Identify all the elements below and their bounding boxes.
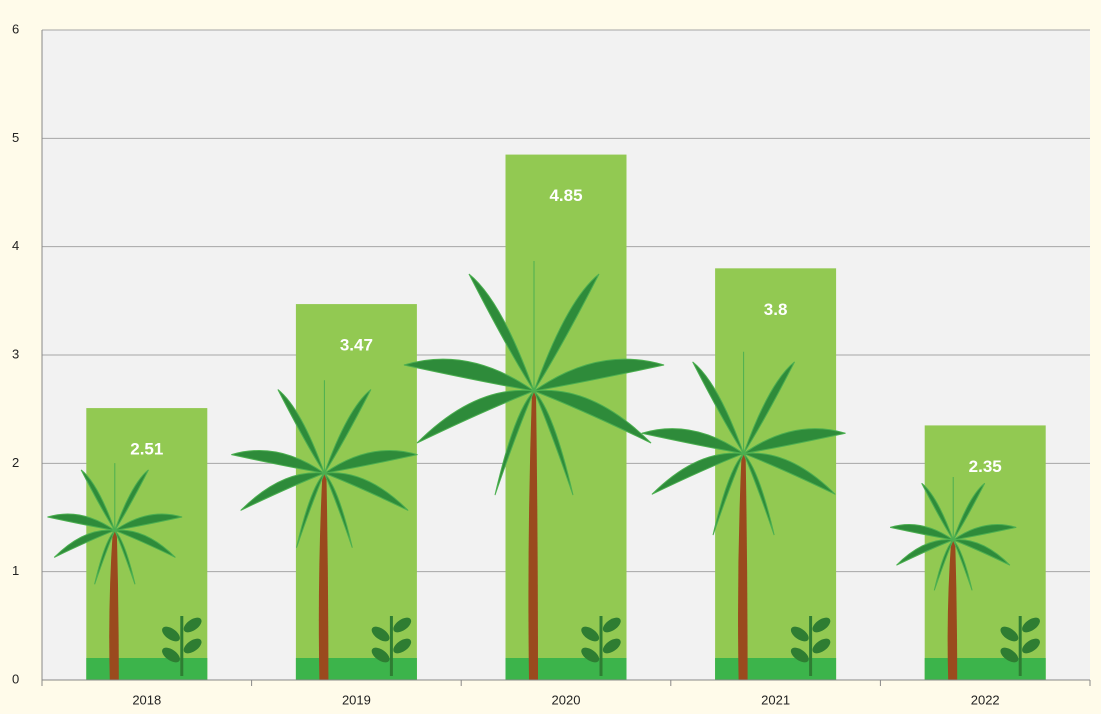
- sprout-leaf: [371, 626, 390, 642]
- sprout-leaf: [812, 617, 831, 633]
- sprout-leaf: [1000, 626, 1019, 642]
- y-tick-label: 4: [12, 238, 19, 253]
- palm-frond: [952, 524, 1017, 541]
- palm-frond: [953, 539, 1011, 566]
- palm-frond: [651, 452, 744, 495]
- x-tick-label: 2018: [132, 692, 161, 707]
- value-label: 2.35: [969, 457, 1002, 476]
- sprout-leaf: [1022, 638, 1040, 654]
- palm-frond: [323, 389, 372, 474]
- palm-frond: [468, 273, 535, 392]
- value-label: 4.85: [549, 186, 582, 205]
- sprout-leaf: [812, 638, 831, 654]
- grass: [86, 658, 208, 680]
- palm-tree: [231, 380, 418, 680]
- y-tick-label: 6: [12, 21, 19, 36]
- palm-frond: [896, 539, 954, 566]
- palm-frond: [533, 273, 600, 392]
- palm-frond: [114, 529, 176, 558]
- sprout-leaf: [393, 617, 412, 633]
- palm-frond: [933, 539, 954, 591]
- palm-frond: [533, 358, 665, 392]
- palm-frond: [743, 361, 795, 454]
- palm-frond: [231, 449, 325, 474]
- sprout-leaf: [371, 647, 390, 663]
- palm-trunk: [947, 539, 958, 680]
- palm-frond: [403, 358, 535, 392]
- value-label: 3.8: [764, 300, 788, 319]
- y-tick-label: 0: [12, 671, 19, 686]
- palm-frond: [53, 529, 115, 558]
- palm-tree: [641, 351, 846, 680]
- value-label: 2.51: [130, 440, 163, 459]
- palm-tree: [890, 476, 1017, 680]
- palm-frond: [712, 453, 745, 536]
- sprout-leaf: [602, 617, 621, 633]
- palm-frond: [494, 390, 535, 496]
- palm-frond: [641, 428, 744, 455]
- x-tick-label: 2021: [761, 692, 790, 707]
- palm-frond: [277, 389, 325, 474]
- sprout-leaf: [183, 638, 202, 654]
- palm-frond: [80, 469, 116, 531]
- palm-frond: [921, 482, 954, 541]
- sprout-leaf: [1000, 647, 1019, 663]
- palm-frond: [952, 482, 986, 541]
- y-tick-label: 1: [12, 563, 19, 578]
- value-label: 3.47: [340, 336, 373, 355]
- palm-trunk: [738, 453, 748, 680]
- grass: [505, 658, 627, 680]
- palm-frond: [952, 539, 973, 591]
- x-tick-label: 2019: [342, 692, 371, 707]
- palm-frond: [890, 524, 954, 541]
- palm-frond: [416, 389, 535, 444]
- palm-frond: [324, 472, 409, 511]
- palm-frond: [743, 452, 836, 495]
- palm-trunk: [318, 473, 329, 680]
- palm-tree: [47, 463, 183, 680]
- palm-frond: [296, 472, 325, 548]
- y-tick-label: 3: [12, 346, 19, 361]
- palm-trunk: [528, 391, 538, 680]
- sprout-leaf: [162, 647, 180, 663]
- sprout-leaf: [790, 647, 809, 663]
- palm-frond: [47, 513, 116, 531]
- sprout-leaf: [602, 638, 621, 654]
- grass: [924, 658, 1046, 680]
- palm-frond: [114, 530, 136, 585]
- sprout-leaf: [162, 626, 180, 642]
- sprout-leaf: [183, 617, 202, 633]
- sprout-leaf: [393, 638, 412, 654]
- palm-frond: [114, 513, 183, 531]
- palm-trunk: [109, 530, 119, 680]
- grass: [715, 658, 837, 680]
- x-tick-label: 2020: [552, 692, 581, 707]
- palm-frond: [743, 453, 775, 536]
- x-tick-label: 2022: [971, 692, 1000, 707]
- sprout-leaf: [1022, 617, 1040, 633]
- y-tick-label: 2: [12, 455, 19, 470]
- sprout-leaf: [790, 626, 809, 642]
- palm-frond: [533, 390, 574, 496]
- sprout-leaf: [581, 647, 600, 663]
- palm-frond: [240, 472, 325, 511]
- grass: [295, 658, 417, 680]
- palm-frond: [743, 428, 846, 455]
- palm-tree: [403, 260, 665, 680]
- palm-frond: [324, 449, 418, 474]
- y-tick-label: 5: [12, 130, 19, 145]
- palm-frond: [692, 361, 745, 454]
- palm-frond: [94, 530, 116, 585]
- palm-frond: [533, 389, 652, 444]
- sprout-leaf: [581, 626, 600, 642]
- palm-frond: [114, 469, 149, 531]
- palm-frond: [323, 472, 353, 548]
